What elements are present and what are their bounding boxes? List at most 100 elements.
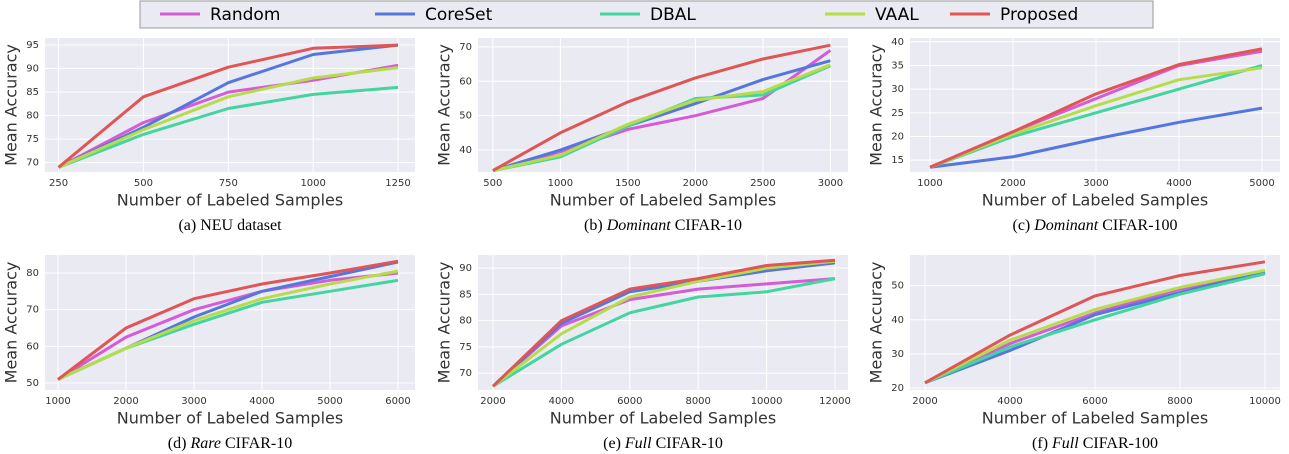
x-tick-label: 4000 xyxy=(249,396,274,407)
y-tick-label: 20 xyxy=(891,131,904,142)
x-tick-label: 2000 xyxy=(480,396,505,407)
series-line xyxy=(492,277,836,388)
x-tick-label: 5000 xyxy=(317,396,342,407)
series-line xyxy=(57,271,399,381)
caption-part: (b) xyxy=(584,217,603,234)
caption-part: CIFAR-10 xyxy=(671,217,742,234)
series-line xyxy=(924,268,1266,385)
x-tick-label: 2500 xyxy=(750,178,775,189)
y-tick-label: 95 xyxy=(26,40,39,51)
series-line xyxy=(58,85,399,169)
x-tick-label: 3000 xyxy=(818,178,843,189)
x-tick-label: 500 xyxy=(134,178,153,189)
y-axis-label: Mean Accuracy xyxy=(2,262,21,384)
x-axis-label: Number of Labeled Samples xyxy=(982,409,1208,428)
x-tick-label: 5000 xyxy=(1249,178,1274,189)
y-tick-label: 80 xyxy=(26,111,39,122)
x-tick-label: 2000 xyxy=(1000,178,1025,189)
y-tick-label: 75 xyxy=(459,342,472,353)
series-line xyxy=(492,277,836,388)
caption: (c) Dominant CIFAR-100 xyxy=(1012,217,1177,234)
y-tick-label: 30 xyxy=(891,84,904,95)
caption: (a) NEU dataset xyxy=(178,217,282,234)
series-line xyxy=(492,259,836,388)
legend-label: Proposed xyxy=(1000,5,1078,25)
legend-label: CoreSet xyxy=(425,5,493,25)
y-tick-label: 90 xyxy=(459,263,472,274)
y-tick-label: 85 xyxy=(26,87,39,98)
series-line xyxy=(492,59,831,173)
y-tick-label: 70 xyxy=(26,305,39,316)
y-axis-label: Mean Accuracy xyxy=(867,44,886,166)
y-tick-label: 15 xyxy=(891,155,904,166)
caption: (d) Rare CIFAR-10 xyxy=(168,435,292,452)
caption-part: (a) xyxy=(178,217,196,234)
caption-part: Dominant xyxy=(603,217,672,234)
legend-label: DBAL xyxy=(650,5,696,25)
y-axis-label: Mean Accuracy xyxy=(867,262,886,384)
series-line xyxy=(57,269,399,381)
x-tick-label: 6000 xyxy=(1082,396,1107,407)
series-line xyxy=(924,270,1266,385)
y-tick-label: 50 xyxy=(26,378,39,389)
y-tick-label: 60 xyxy=(459,76,472,87)
caption-part: (d) xyxy=(168,435,187,452)
y-tick-label: 70 xyxy=(26,158,39,169)
x-tick-label: 4000 xyxy=(1166,178,1191,189)
x-tick-label: 6000 xyxy=(385,396,410,407)
x-tick-label: 750 xyxy=(219,178,238,189)
caption-part: CIFAR-100 xyxy=(1098,217,1177,234)
y-tick-label: 35 xyxy=(891,60,904,71)
x-tick-label: 250 xyxy=(49,178,68,189)
x-tick-label: 1500 xyxy=(615,178,640,189)
x-axis-label: Number of Labeled Samples xyxy=(550,191,776,210)
x-tick-label: 2000 xyxy=(683,178,708,189)
x-tick-label: 1000 xyxy=(300,178,325,189)
x-tick-label: 3000 xyxy=(181,396,206,407)
x-tick-label: 8000 xyxy=(1167,396,1192,407)
x-axis-label: Number of Labeled Samples xyxy=(550,409,776,428)
series-line xyxy=(492,63,831,173)
legend-label: VAAL xyxy=(875,5,919,25)
plot-area xyxy=(45,255,415,390)
x-tick-label: 10000 xyxy=(751,396,783,407)
x-axis-label: Number of Labeled Samples xyxy=(982,191,1208,210)
x-tick-label: 10000 xyxy=(1249,396,1281,407)
series-line xyxy=(57,259,399,381)
y-tick-label: 20 xyxy=(891,383,904,394)
caption: (e) Full CIFAR-10 xyxy=(603,435,723,452)
caption-part: (f) xyxy=(1032,435,1048,452)
y-tick-label: 50 xyxy=(459,111,472,122)
caption-part: Rare xyxy=(186,435,221,452)
caption-part: Full xyxy=(1048,435,1079,452)
y-tick-label: 90 xyxy=(26,64,39,75)
y-tick-label: 70 xyxy=(459,42,472,53)
series-line xyxy=(924,270,1266,385)
x-tick-label: 6000 xyxy=(617,396,642,407)
y-tick-label: 70 xyxy=(459,368,472,379)
x-tick-label: 2000 xyxy=(113,396,138,407)
caption-part: Full xyxy=(621,435,652,452)
caption-part: (c) xyxy=(1012,217,1030,234)
series-line xyxy=(57,66,399,169)
y-axis-label: Mean Accuracy xyxy=(435,44,454,166)
y-axis-label: Mean Accuracy xyxy=(435,262,454,384)
x-tick-label: 1250 xyxy=(385,178,410,189)
x-tick-label: 1000 xyxy=(548,178,573,189)
series-line xyxy=(924,272,1266,385)
caption-part: Dominant xyxy=(1030,217,1099,234)
plot-area xyxy=(478,38,848,172)
caption-part: (e) xyxy=(603,435,621,452)
y-tick-label: 75 xyxy=(26,134,39,145)
x-tick-label: 1000 xyxy=(45,396,70,407)
caption-part: NEU dataset xyxy=(196,217,282,234)
y-tick-label: 40 xyxy=(891,37,904,48)
series-line xyxy=(924,260,1266,385)
x-tick-label: 500 xyxy=(483,178,502,189)
caption-part: CIFAR-10 xyxy=(221,435,292,452)
caption: (f) Full CIFAR-100 xyxy=(1032,435,1158,452)
y-tick-label: 40 xyxy=(891,315,904,326)
x-tick-label: 12000 xyxy=(819,396,851,407)
y-tick-label: 80 xyxy=(459,316,472,327)
